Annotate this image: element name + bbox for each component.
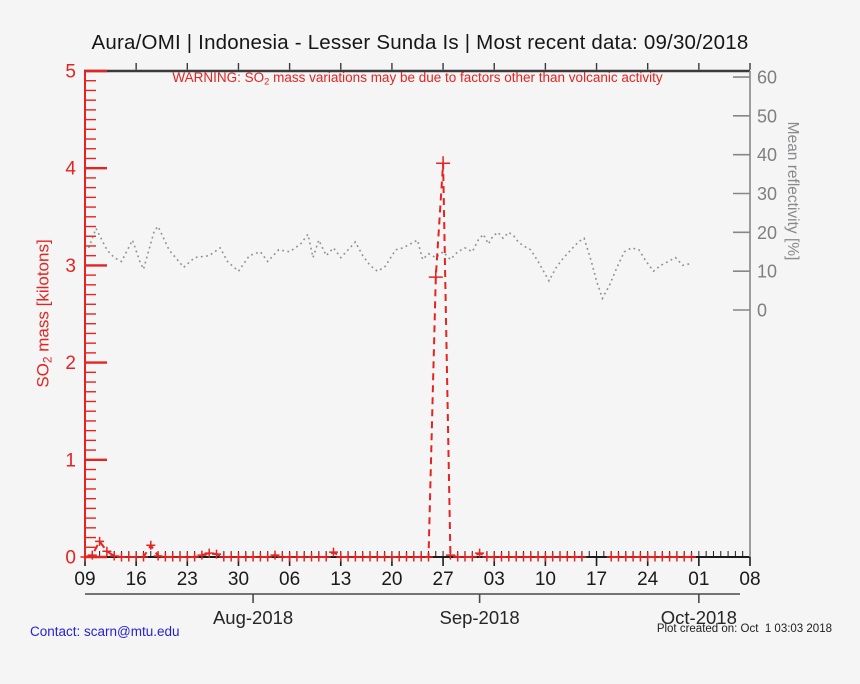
month-label: Sep-2018 [439, 607, 519, 628]
so2-plus-markers [80, 156, 696, 562]
warning-text: WARNING: SO2 mass variations may be due … [85, 70, 750, 89]
x-tick-label: 30 [228, 569, 249, 590]
left-axis-title-prefix: SO [33, 363, 53, 388]
warning-suffix: mass variations may be due to factors ot… [269, 70, 663, 85]
warning-prefix: WARNING: SO [172, 70, 265, 85]
x-tick-label: 17 [586, 569, 607, 590]
x-tick-label: 09 [74, 569, 95, 590]
x-tick-label: 27 [433, 569, 454, 590]
y-left-tick-label: 1 [65, 450, 76, 471]
warning-subscript: 2 [264, 76, 270, 88]
created-timestamp: Plot created on: Oct 1 03:03 2018 [656, 623, 832, 635]
x-tick-label: 20 [381, 569, 402, 590]
y-left-tick-label: 5 [65, 62, 76, 83]
chart-title: Aura/OMI | Indonesia - Lesser Sunda Is |… [91, 31, 749, 54]
y-left-tick-label: 3 [65, 256, 76, 277]
y-left-tick-label: 0 [65, 548, 76, 569]
reflectivity-line [87, 225, 692, 301]
month-label: Oct-2018 [661, 607, 737, 628]
left-axis-title-subscript: 2 [40, 356, 55, 364]
contact-link[interactable]: Contact: scarn@mtu.edu [30, 624, 180, 639]
x-tick-label: 03 [484, 569, 505, 590]
left-axis-title-suffix: mass [kilotons] [33, 239, 53, 357]
y-left-tick-label: 4 [65, 159, 76, 180]
x-tick-label: 13 [330, 569, 351, 590]
right-axis-title: Mean reflectivity [%] [784, 121, 801, 261]
y-right-tick-label: 50 [757, 106, 777, 126]
x-tick-label: 23 [177, 569, 198, 590]
y-right-tick-label: 0 [757, 301, 767, 321]
y-right-tick-label: 60 [757, 68, 777, 88]
x-tick-label: 24 [637, 569, 659, 590]
x-tick-label: 10 [535, 569, 556, 590]
x-tick-label: 16 [126, 569, 147, 590]
month-label: Aug-2018 [213, 607, 293, 628]
y-right-tick-label: 20 [757, 223, 777, 243]
x-tick-label: 06 [279, 569, 300, 590]
y-left-tick-label: 2 [65, 353, 76, 374]
y-right-tick-label: 30 [757, 184, 777, 204]
y-right-tick-label: 40 [757, 145, 777, 165]
left-axis-title: SO2 mass [kilotons] [34, 217, 55, 409]
y-right-tick-label: 10 [757, 262, 777, 282]
so2-line [84, 163, 692, 558]
x-tick-label: 08 [739, 569, 760, 590]
x-tick-label: 01 [688, 569, 709, 590]
